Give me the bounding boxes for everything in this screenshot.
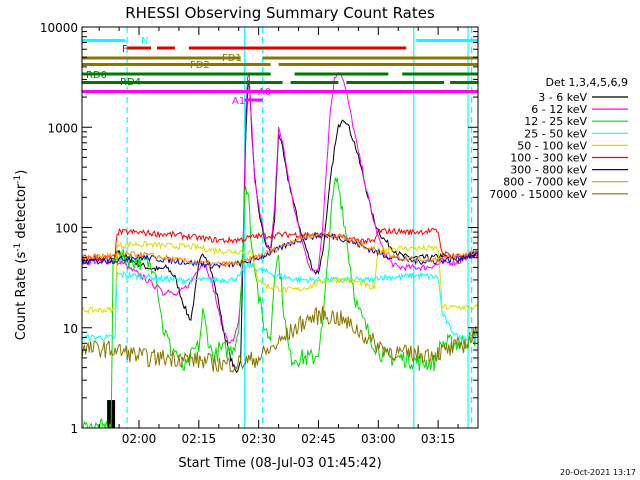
state-label-N: N bbox=[141, 36, 148, 47]
legend-entry-3: 25 - 50 keV bbox=[524, 127, 587, 140]
series-line-2 bbox=[82, 177, 478, 428]
legend-entry-4: 50 - 100 keV bbox=[517, 139, 587, 152]
date-stamp: 20-Oct-2021 13:17 bbox=[560, 468, 636, 477]
y-tick-label-2: 100 bbox=[55, 222, 78, 236]
state-label-FD1: FD1 bbox=[222, 53, 242, 64]
x-axis-ticks: 02:00 02:15 02:30 02:45 03:00 03:15 bbox=[98, 27, 479, 446]
state-label-A0: A0 bbox=[258, 87, 271, 98]
legend-entry-5: 100 - 300 keV bbox=[510, 152, 587, 165]
x-tick-label-4: 03:00 bbox=[361, 432, 396, 446]
y-axis-ticks: 1 10 100 1000 10000 bbox=[40, 21, 478, 436]
y-tick-label-4: 10000 bbox=[40, 21, 78, 35]
x-tick-label-5: 03:15 bbox=[421, 432, 456, 446]
legend-entry-7: 800 - 7000 keV bbox=[503, 176, 587, 189]
x-tick-label-1: 02:15 bbox=[182, 432, 217, 446]
y-axis-label-end: ) bbox=[14, 170, 29, 175]
legend-entry-2: 12 - 25 keV bbox=[524, 115, 587, 128]
state-label-RD0: RD0 bbox=[86, 70, 107, 81]
series-line-8 bbox=[82, 305, 478, 373]
y-axis-label-sup2: -1 bbox=[13, 175, 23, 184]
state-label-FD2: FD2 bbox=[190, 60, 210, 71]
chart-title: RHESSI Observing Summary Count Rates bbox=[125, 4, 435, 22]
y-axis-label-mid: detector bbox=[14, 183, 29, 243]
series-line-7 bbox=[82, 231, 478, 268]
y-axis-label: Count Rate (s-1 detector-1) bbox=[13, 170, 29, 341]
x-tick-label-3: 02:45 bbox=[301, 432, 336, 446]
series-line-4 bbox=[82, 240, 478, 315]
legend-entry-0: 3 - 6 keV bbox=[538, 91, 587, 104]
state-label-RD4: RD4 bbox=[120, 77, 141, 88]
x-tick-label-0: 02:00 bbox=[122, 432, 157, 446]
state-label-A1: A1 bbox=[232, 96, 245, 107]
state-label-F: F bbox=[122, 44, 128, 55]
x-tick-label-2: 02:30 bbox=[241, 432, 276, 446]
y-axis-label-sup1: -1 bbox=[13, 243, 23, 252]
series-line-6 bbox=[82, 231, 478, 269]
y-tick-label-0: 1 bbox=[70, 422, 78, 436]
y-tick-label-1: 10 bbox=[63, 322, 78, 336]
y-tick-label-3: 1000 bbox=[47, 121, 78, 135]
legend-entry-6: 300 - 800 keV bbox=[510, 164, 587, 177]
legend-entry-8: 7000 - 15000 keV bbox=[489, 188, 587, 201]
series-line-5 bbox=[82, 226, 478, 262]
legend-title: Det 1,3,4,5,6,9 bbox=[545, 76, 628, 89]
series-line-3 bbox=[82, 261, 478, 342]
series-line-1 bbox=[82, 71, 478, 345]
x-axis-label: Start Time (08-Jul-03 01:45:42) bbox=[178, 456, 381, 471]
y-axis-label-main: Count Rate (s bbox=[14, 252, 29, 341]
series-line-0 bbox=[82, 80, 478, 374]
legend-entry-1: 6 - 12 keV bbox=[531, 103, 587, 116]
